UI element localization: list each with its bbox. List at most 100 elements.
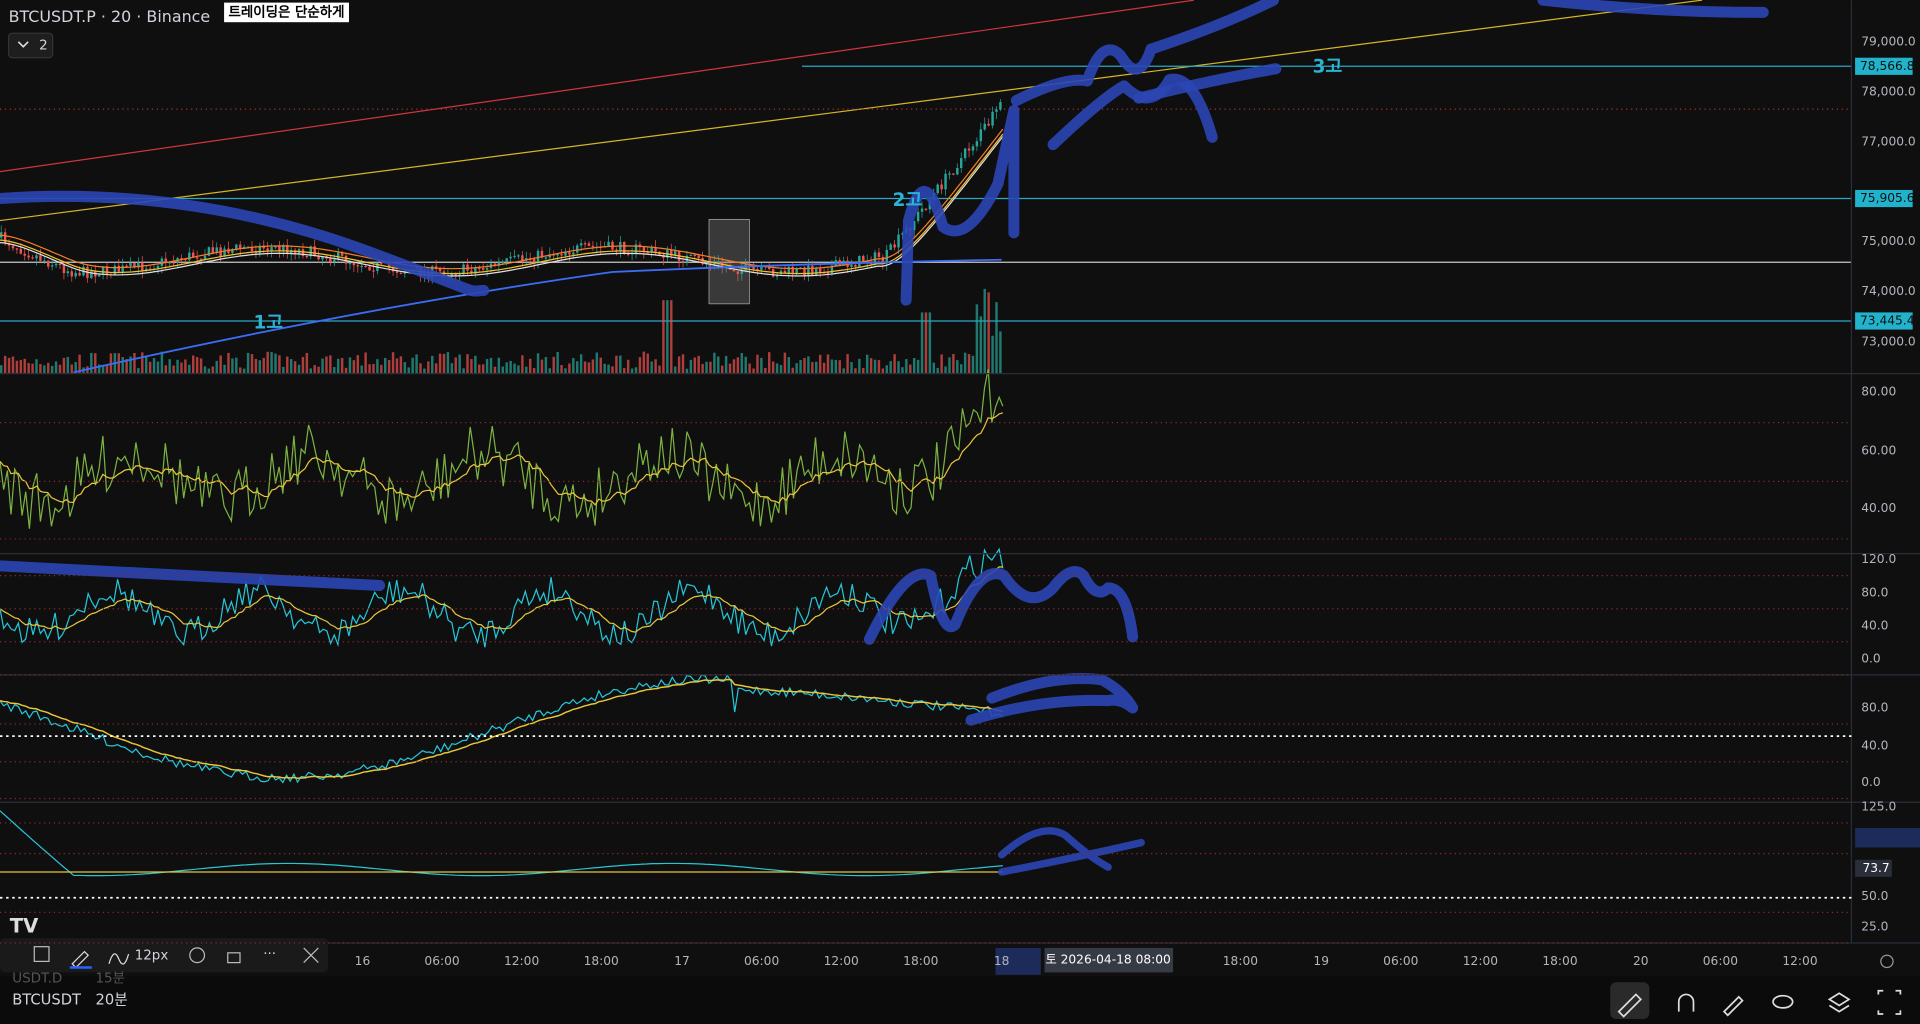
volume-bar (607, 364, 610, 374)
candle (626, 253, 630, 255)
volume-bar (960, 364, 963, 374)
volume-bar (215, 360, 218, 374)
volume-bar (756, 354, 759, 374)
more-icon[interactable]: ··· (263, 947, 276, 962)
volume-bar (23, 358, 26, 374)
candle (536, 250, 540, 263)
volume-bar (740, 353, 744, 374)
range-box (708, 218, 750, 305)
layers-icon[interactable] (1827, 992, 1851, 1013)
volume-bar (869, 358, 873, 374)
volume-bar (207, 368, 211, 374)
candle (470, 270, 473, 274)
close-icon[interactable] (303, 947, 319, 964)
candle (717, 262, 720, 264)
volume-bar (701, 363, 704, 374)
marker-stroke (997, 827, 1145, 876)
candle (579, 243, 583, 246)
time-label: 06:00 (744, 954, 779, 968)
marker-stroke (863, 566, 1139, 645)
volume-bar (677, 356, 681, 374)
volume-bar (384, 357, 387, 374)
volume-bar (912, 358, 916, 374)
watch-symbol[interactable]: USDT.D (12, 972, 62, 987)
time-label: 12:00 (504, 954, 539, 968)
volume-bar (258, 360, 262, 374)
candle (141, 262, 144, 271)
volume-bar (779, 364, 783, 374)
volume-bar (764, 367, 767, 374)
volume-bar (525, 366, 528, 374)
volume-bar (536, 353, 540, 374)
volume-bar (893, 354, 896, 374)
settings-icon[interactable] (189, 947, 206, 964)
time-label: 19 (1313, 954, 1329, 968)
volume-bar (936, 367, 939, 374)
volume-bar (144, 356, 148, 374)
magnet-icon[interactable] (1677, 993, 1695, 1012)
width-icon[interactable] (108, 953, 130, 965)
volume-bar (795, 363, 798, 374)
eye-icon[interactable] (1772, 994, 1794, 1009)
draw-lock-icon[interactable] (1722, 995, 1744, 1017)
candle (47, 260, 50, 267)
grid-icon[interactable] (33, 946, 50, 962)
volume-bar (313, 365, 316, 374)
lock-icon[interactable] (227, 952, 241, 964)
candle (568, 252, 571, 255)
candle (995, 109, 998, 112)
volume-bar (842, 368, 845, 374)
volume-bar (470, 359, 473, 374)
marker-stroke (0, 560, 386, 591)
collapse-button[interactable] (7, 32, 54, 59)
volume-bar (97, 364, 101, 374)
volume-bar (35, 359, 38, 374)
price-label: 77,000.0 (1861, 135, 1915, 149)
candle (380, 262, 383, 264)
volume-bar (74, 362, 77, 374)
volume-bar (462, 368, 465, 374)
watch-interval: 20분 (96, 992, 128, 1009)
volume-bar (693, 357, 696, 374)
volume-bar (924, 312, 928, 374)
candle (532, 258, 536, 263)
volume-bar (771, 361, 775, 374)
candle (752, 265, 755, 270)
volume-bar (901, 367, 904, 374)
candle (19, 248, 23, 254)
candle (501, 262, 504, 264)
volume-bar (626, 359, 630, 374)
volume-bar (760, 357, 763, 374)
volume-bar (141, 352, 144, 374)
volume-bar (27, 362, 30, 374)
candle (301, 249, 305, 256)
toolbar-size[interactable]: 12px (135, 948, 169, 963)
fullscreen-icon[interactable] (1877, 989, 1902, 1015)
candle (952, 173, 955, 175)
axis-settings-icon[interactable] (1880, 954, 1894, 969)
candle (889, 244, 892, 250)
volume-bar (203, 366, 207, 374)
candle (78, 272, 81, 276)
volume-bar (928, 312, 932, 374)
time-label: 18 (994, 954, 1010, 968)
volume-bar (180, 362, 183, 374)
volume-bar (415, 354, 418, 374)
volume-bar (321, 358, 324, 374)
price-badge (1855, 189, 1913, 208)
watch-symbol[interactable]: BTCUSDT (12, 992, 82, 1009)
volume-bar (211, 366, 215, 374)
volume-bar (438, 353, 442, 374)
volume-bar (971, 355, 975, 374)
volume-bar (497, 357, 501, 374)
price-badge (1855, 312, 1913, 330)
brush-icon[interactable] (1617, 993, 1643, 1018)
volume-bar (62, 357, 66, 374)
volume-bar (121, 357, 124, 374)
volume-bar (0, 365, 3, 374)
candle (195, 257, 199, 259)
volume-bar (646, 353, 649, 374)
volume-bar (505, 362, 508, 374)
volume-bar (775, 363, 779, 374)
candle (481, 268, 485, 270)
